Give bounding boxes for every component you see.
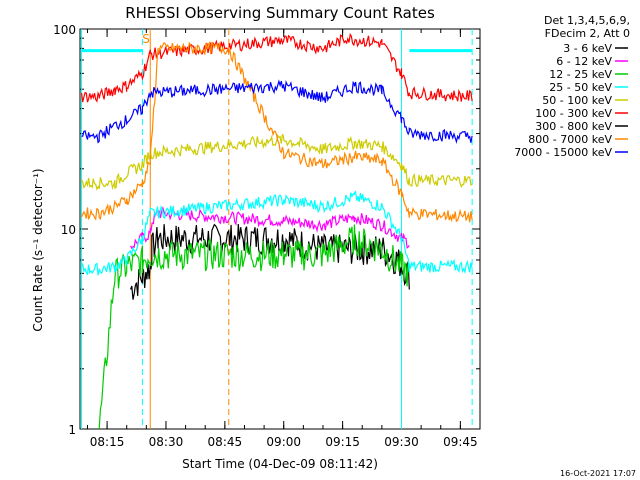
series-line — [130, 223, 410, 300]
legend-label: 100 - 300 keV — [535, 107, 612, 120]
x-tick-label: 09:00 — [266, 435, 301, 449]
legend-label: 50 - 100 keV — [542, 94, 612, 107]
plot-area: 1 10 100 08:15 08:30 08:45 09:00 09:15 09:30 09:4… — [53, 23, 481, 449]
y-tick-label: 10 — [61, 223, 76, 237]
y-tick-label: 100 — [53, 23, 76, 37]
series-line — [81, 32, 473, 103]
x-axis-label: Start Time (04-Dec-09 08:11:42) — [182, 457, 378, 471]
y-tick-label: 1 — [68, 423, 76, 437]
x-tick-label: 09:15 — [325, 435, 360, 449]
x-tick-label: 08:30 — [149, 435, 184, 449]
footer-date: 16-Oct-2021 17:07 — [560, 469, 636, 478]
x-tick-label: 09:45 — [443, 435, 478, 449]
x-tick-label: 08:45 — [208, 435, 243, 449]
series-line — [81, 79, 473, 144]
series-line — [81, 190, 473, 276]
legend-label: 6 - 12 keV — [556, 55, 612, 68]
legend-label: 7000 - 15000 keV — [514, 146, 612, 159]
legend-label: 300 - 800 keV — [535, 120, 612, 133]
legend-label: 800 - 7000 keV — [528, 133, 612, 146]
chart-title: RHESSI Observing Summary Count Rates — [125, 4, 435, 22]
legend: Det 1,3,4,5,6,9, FDecim 2, Att 0 3 - 6 k… — [514, 14, 630, 159]
legend-label: 12 - 25 keV — [549, 68, 612, 81]
legend-header-1: Det 1,3,4,5,6,9, — [544, 14, 630, 27]
x-tick-label: 09:30 — [384, 435, 419, 449]
y-axis-label: Count Rate (s⁻¹ detector⁻¹) — [31, 168, 45, 331]
legend-header-2: FDecim 2, Att 0 — [545, 27, 630, 40]
legend-label: 25 - 50 keV — [549, 81, 612, 94]
x-tick-label: 08:15 — [90, 435, 125, 449]
annotation-label: S — [142, 32, 150, 46]
legend-label: 3 - 6 keV — [563, 42, 612, 55]
series-line — [98, 224, 410, 429]
series-line — [81, 40, 473, 223]
